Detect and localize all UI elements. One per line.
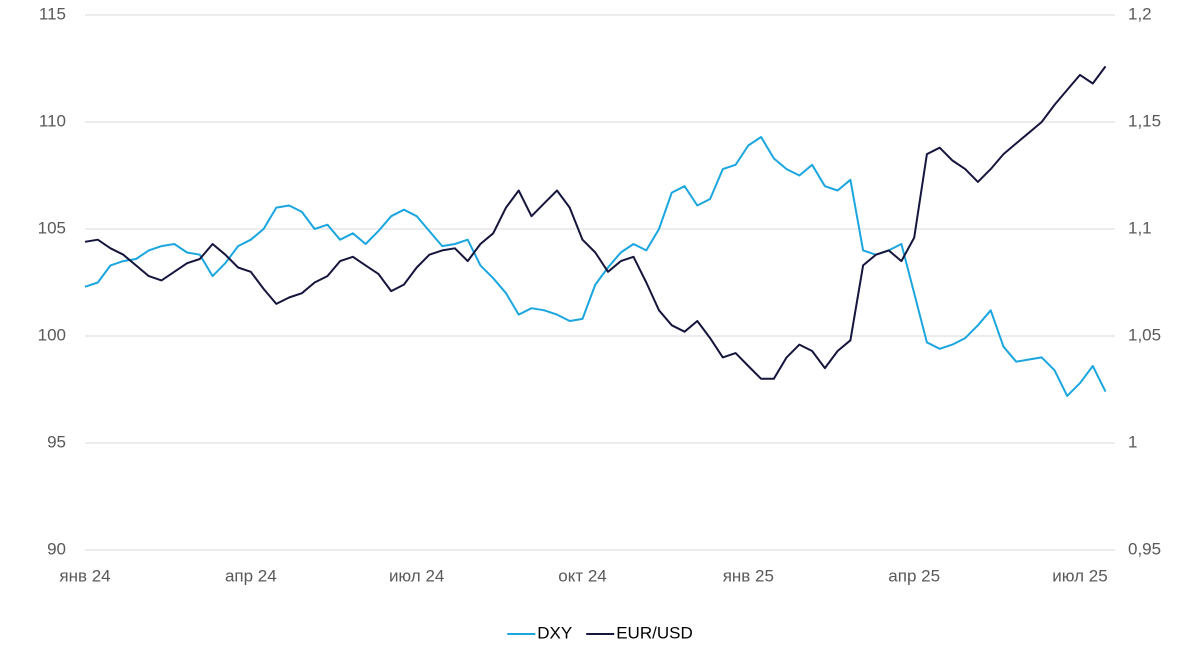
y-tick-label: 95: [47, 432, 66, 451]
y2-tick-label: 1,1: [1128, 218, 1152, 237]
y2-tick-label: 1,05: [1128, 325, 1161, 344]
legend-label: EUR/USD: [616, 623, 693, 642]
x-tick-label: апр 25: [888, 566, 940, 585]
series-line: [84, 65, 1107, 380]
x-tick-label: апр 24: [225, 566, 277, 585]
x-tick-label: июл 24: [389, 566, 444, 585]
y2-tick-label: 0,95: [1128, 539, 1161, 558]
y-tick-label: 110: [39, 111, 66, 130]
series-line: [84, 136, 1107, 397]
x-tick-label: янв 24: [59, 566, 110, 585]
y2-tick-label: 1: [1128, 432, 1137, 451]
y-tick-label: 90: [47, 539, 66, 558]
y-tick-label: 115: [39, 4, 66, 23]
x-tick-label: янв 25: [723, 566, 774, 585]
x-tick-label: июл 25: [1052, 566, 1107, 585]
y-tick-label: 100: [38, 325, 66, 344]
legend-label: DXY: [537, 623, 572, 642]
y2-tick-label: 1,2: [1128, 4, 1152, 23]
y2-tick-label: 1,15: [1128, 111, 1161, 130]
x-tick-label: окт 24: [558, 566, 607, 585]
y-tick-label: 105: [38, 218, 66, 237]
